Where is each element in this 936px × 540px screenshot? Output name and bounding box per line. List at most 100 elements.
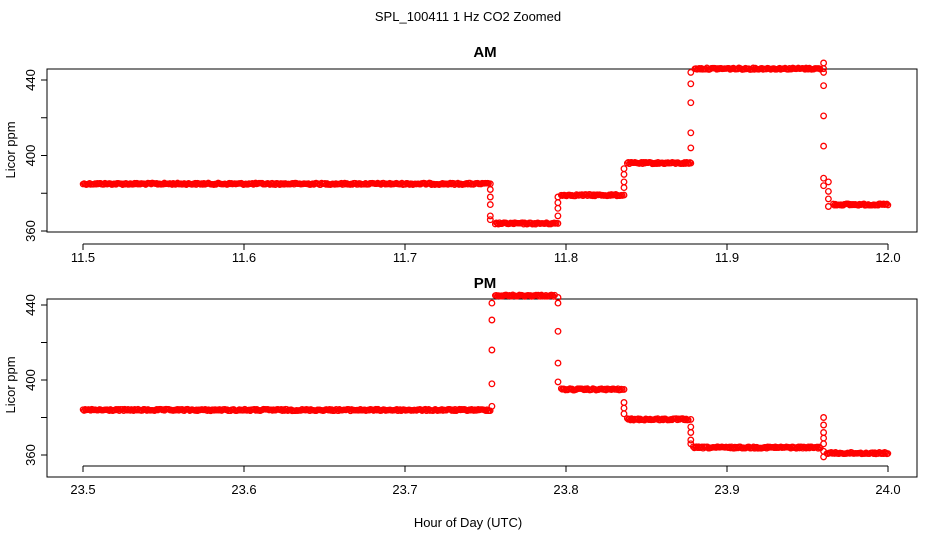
pm-y-tick-label: 360 — [23, 444, 38, 466]
pm-x-tick-label: 23.6 — [231, 482, 256, 497]
pm-data-point — [884, 450, 892, 457]
am-x-tick-label: 11.9 — [715, 250, 739, 265]
pm-transition-point — [687, 429, 695, 436]
pm-transition-point — [820, 447, 828, 455]
pm-transition-point — [687, 423, 695, 431]
pm-x-tick-label: 24.0 — [875, 482, 900, 497]
pm-transition-point — [820, 429, 828, 436]
am-transition-point — [820, 82, 828, 90]
am-transition-point — [554, 212, 562, 220]
pm-transition-point — [820, 453, 828, 461]
am-transition-point — [620, 170, 628, 178]
am-transition-point — [820, 174, 828, 182]
am-transition-point — [554, 204, 562, 212]
am-transition-point — [687, 144, 695, 152]
am-transition-point — [824, 195, 832, 203]
am-x-tick-label: 11.6 — [232, 250, 256, 265]
am-x-tick-label: 11.5 — [71, 250, 95, 265]
pm-y-tick-label: 400 — [23, 369, 38, 391]
am-transition-point — [687, 159, 695, 167]
am-data-point — [884, 201, 892, 209]
am-transition-point — [824, 187, 832, 195]
am-transition-point — [824, 178, 832, 186]
am-transition-point — [687, 68, 695, 76]
am-panel: AM Licor ppm 11.5 11.6 11.7 11.8 11.9 12.0 36… — [3, 44, 918, 265]
am-data-point — [199, 181, 207, 188]
pm-panel: PM Licor ppm 23.5 23.6 23.7 23.8 23.9 24.0 36… — [3, 275, 918, 497]
x-axis-title: Hour of Day (UTC) — [413, 515, 523, 530]
am-x-tick-label: 11.8 — [554, 250, 578, 265]
pm-transition-point — [620, 410, 628, 418]
am-transition-point — [687, 80, 695, 88]
am-transition-point — [820, 142, 828, 150]
pm-data-point — [550, 293, 557, 300]
pm-transition-point — [687, 440, 695, 448]
pm-transition-point — [620, 385, 628, 393]
pm-transition-point — [820, 440, 828, 448]
am-transition-point — [820, 182, 828, 190]
pm-y-axis-label: Licor ppm — [3, 356, 18, 413]
pm-transition-point — [687, 415, 695, 423]
pm-y-tick-label: 440 — [23, 294, 38, 316]
pm-data-point — [870, 450, 878, 458]
pm-transition-point — [488, 316, 496, 324]
pm-x-tick-label: 23.7 — [392, 482, 417, 497]
am-transition-point — [824, 203, 832, 210]
pm-transition-point — [554, 359, 562, 367]
pm-data-point — [816, 443, 823, 451]
am-transition-point — [620, 184, 628, 192]
pm-data-point — [549, 291, 556, 299]
am-transition-point — [486, 193, 494, 201]
pm-panel-title: PM — [474, 275, 497, 292]
pm-x-axis: 23.5 23.6 23.7 23.8 23.9 24.0 — [70, 465, 901, 497]
am-series-points — [79, 59, 892, 228]
pm-x-tick-label: 23.5 — [70, 482, 95, 497]
am-transition-point — [620, 191, 628, 199]
am-x-tick-label: 12.0 — [875, 250, 900, 265]
am-y-tick-label: 360 — [23, 220, 38, 242]
pm-transition-point — [820, 421, 828, 429]
am-x-tick-label: 11.7 — [393, 250, 417, 265]
am-y-tick-label: 400 — [23, 145, 38, 167]
pm-transition-point — [620, 404, 628, 412]
am-plot-frame — [46, 68, 918, 233]
am-transition-point — [620, 178, 628, 186]
am-data-point — [883, 200, 891, 208]
am-y-axis-label: Licor ppm — [3, 121, 18, 178]
pm-transition-point — [554, 327, 562, 335]
pm-transition-point — [488, 299, 496, 307]
pm-x-tick-label: 23.8 — [553, 482, 578, 497]
am-transition-point — [554, 199, 562, 207]
am-transition-point — [820, 112, 828, 120]
am-transition-point — [620, 165, 628, 173]
am-transition-point — [687, 99, 695, 107]
am-transition-point — [554, 219, 562, 227]
pm-transition-point — [554, 299, 562, 307]
pm-data-point — [482, 407, 490, 415]
am-panel-title: AM — [473, 44, 496, 61]
am-transition-point — [486, 186, 494, 193]
am-x-axis: 11.5 11.6 11.7 11.8 11.9 12.0 — [71, 243, 901, 265]
pm-transition-point — [820, 414, 828, 421]
pm-transition-point — [554, 378, 562, 386]
pm-transition-point — [488, 380, 496, 388]
pm-transition-point — [687, 436, 695, 444]
pm-transition-point — [820, 434, 828, 442]
pm-x-tick-label: 23.9 — [714, 482, 739, 497]
pm-transition-point — [488, 346, 496, 354]
am-transition-point — [486, 216, 494, 224]
am-transition-point — [687, 129, 695, 137]
am-transition-point — [820, 59, 828, 67]
am-y-axis: 360 400 440 — [23, 69, 48, 242]
am-transition-point — [486, 212, 494, 220]
pm-series-points — [79, 291, 892, 461]
am-transition-point — [486, 201, 494, 209]
pm-y-axis: 360 400 440 — [23, 294, 48, 466]
am-y-tick-label: 440 — [23, 69, 38, 91]
am-transition-point — [554, 193, 562, 201]
pm-transition-point — [488, 402, 496, 410]
pm-transition-point — [620, 399, 628, 406]
figure-title: SPL_100411 1 Hz CO2 Zoomed — [374, 9, 562, 24]
am-transition-point — [820, 68, 828, 76]
